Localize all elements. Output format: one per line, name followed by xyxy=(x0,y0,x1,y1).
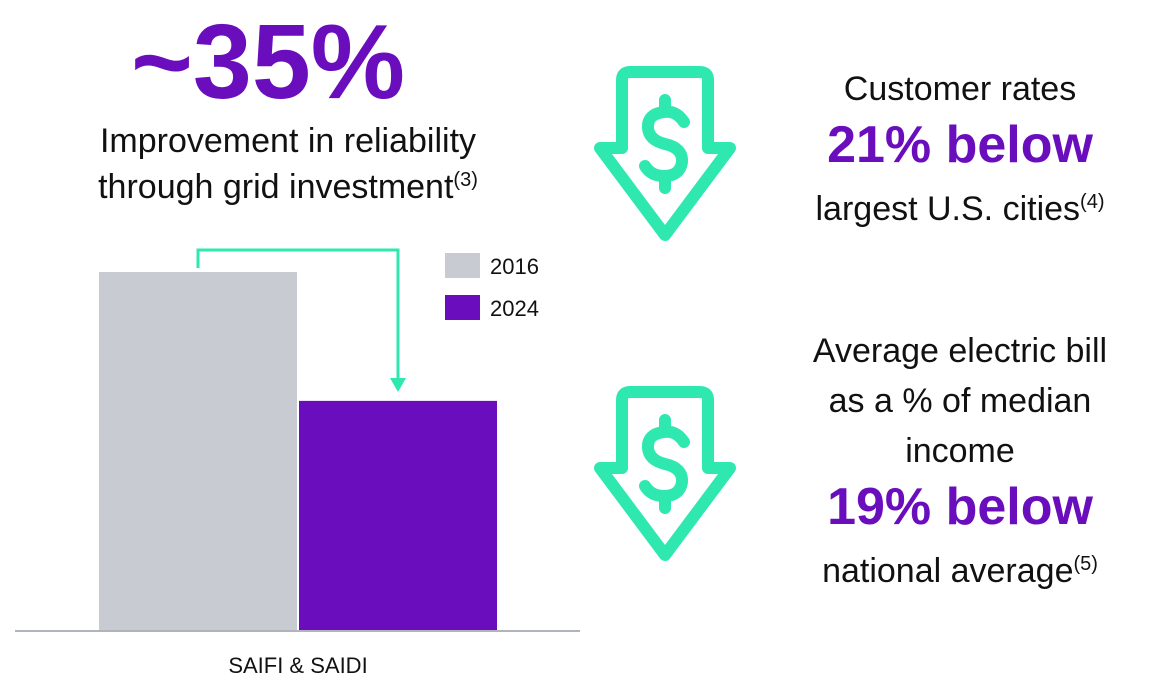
callout-text: Average electric bill xyxy=(813,332,1107,370)
dollar-down-icon xyxy=(594,66,736,241)
callout-text: as a % of median xyxy=(829,382,1092,420)
headline-caption: Improvement in reliability xyxy=(100,122,476,160)
footnote: (3) xyxy=(453,169,477,191)
callout-note: national average(5) xyxy=(822,552,1098,590)
callout-text: Customer rates xyxy=(844,70,1076,108)
bar xyxy=(299,400,497,630)
callout-highlight: 19% below xyxy=(827,478,1093,536)
callout-highlight: 21% below xyxy=(827,116,1093,174)
legend-swatch xyxy=(445,295,480,320)
bar xyxy=(99,272,297,630)
footnote: (5) xyxy=(1073,553,1097,575)
dollar-down-icon xyxy=(594,386,736,561)
note-text: largest U.S. cities xyxy=(816,190,1081,228)
callout-text: income xyxy=(905,432,1015,470)
headline-caption: through grid investment(3) xyxy=(98,168,478,206)
connector-arrow xyxy=(196,248,400,380)
legend-label: 2024 xyxy=(490,296,539,321)
headline-value: ~35% xyxy=(131,3,405,121)
arrow-head xyxy=(390,378,406,392)
caption-text: through grid investment xyxy=(98,168,454,206)
legend-label: 2016 xyxy=(490,254,539,279)
x-tick-label: SAIFI & SAIDI xyxy=(228,653,367,676)
legend-swatch xyxy=(445,253,480,278)
callout-note: largest U.S. cities(4) xyxy=(816,190,1105,228)
footnote: (4) xyxy=(1080,191,1104,213)
note-text: national average xyxy=(822,552,1073,590)
